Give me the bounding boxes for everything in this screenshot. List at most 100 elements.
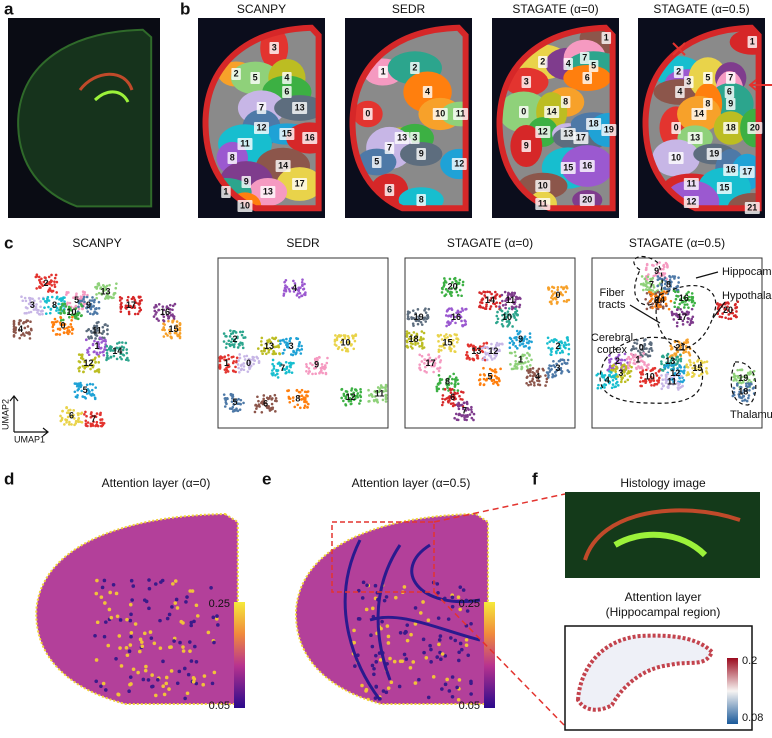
- attention-spot: [404, 630, 408, 634]
- umap-dot: [662, 307, 665, 310]
- attention-spot: [95, 658, 99, 662]
- umap-dot: [519, 304, 522, 307]
- umap-dot: [113, 292, 116, 295]
- umap-dot: [691, 292, 694, 295]
- umap-dot: [614, 374, 617, 377]
- umap-dot: [733, 387, 736, 390]
- umap-dot: [597, 387, 600, 390]
- umap-dot: [426, 317, 429, 320]
- umap-dot: [301, 284, 304, 287]
- umap-dot: [665, 303, 668, 306]
- umap-dot: [453, 350, 456, 353]
- attention-spot: [126, 653, 130, 657]
- attention-spot: [168, 613, 172, 617]
- umap-dot: [533, 381, 536, 384]
- umap-dot: [514, 351, 517, 354]
- umap-dot: [460, 294, 463, 297]
- umap-dot: [57, 328, 60, 331]
- umap-dot: [127, 296, 130, 299]
- umap-dot: [239, 331, 242, 334]
- umap-dot: [94, 396, 97, 399]
- umap-dot: [565, 343, 568, 346]
- umap-dot: [567, 359, 570, 362]
- umap-dot: [239, 341, 242, 344]
- umap-dot: [639, 380, 642, 383]
- umap-dot: [525, 382, 528, 385]
- umap-dot: [677, 276, 680, 279]
- cluster-label: 21: [747, 202, 757, 212]
- umap-dot: [271, 353, 274, 356]
- panel-letter: b: [180, 0, 190, 18]
- attention-spot: [145, 600, 149, 604]
- umap-dot: [640, 359, 643, 362]
- cluster-label: 0: [639, 342, 644, 352]
- umap-dot: [321, 363, 324, 366]
- umap-dot: [239, 403, 242, 406]
- umap-dot: [128, 313, 131, 316]
- umap-dot: [680, 360, 683, 363]
- umap-dot: [301, 394, 304, 397]
- umap-dot: [457, 383, 460, 386]
- umap-dot: [510, 352, 513, 355]
- cluster-label: 5: [74, 295, 79, 305]
- attention-spot: [212, 641, 216, 645]
- umap-dot: [691, 308, 694, 311]
- umap-dot: [529, 380, 532, 383]
- umap-dot: [483, 374, 486, 377]
- umap-dot: [305, 370, 308, 373]
- umap-dot: [653, 367, 656, 370]
- umap-dot: [627, 367, 630, 370]
- attention-spot: [201, 683, 205, 687]
- umap-dot: [94, 386, 97, 389]
- umap-dot: [645, 353, 648, 356]
- umap-dot: [276, 369, 279, 372]
- umap-dot: [285, 361, 288, 364]
- umap-dot: [490, 356, 493, 359]
- cluster-label: 8: [52, 300, 57, 310]
- umap-dot: [514, 345, 517, 348]
- umap-dot: [567, 339, 570, 342]
- umap-dot: [77, 367, 80, 370]
- umap-dot: [84, 411, 87, 414]
- umap-dot: [281, 352, 284, 355]
- cluster-label: 2: [234, 68, 239, 78]
- umap-dot: [88, 392, 91, 395]
- umap-dot: [511, 292, 514, 295]
- umap-dot: [29, 337, 32, 340]
- cluster-label: 5: [232, 397, 237, 407]
- umap-dot: [318, 372, 321, 375]
- attention-spot: [216, 623, 220, 627]
- cluster-label: 9: [419, 148, 424, 158]
- attention-spot: [457, 659, 461, 663]
- cluster-label: 4: [677, 86, 682, 96]
- umap-axes: [10, 396, 48, 436]
- umap-dot: [719, 303, 722, 306]
- attention-spot: [398, 685, 402, 689]
- umap-dot: [91, 389, 94, 392]
- annotation: cortex: [597, 344, 627, 356]
- umap-dot: [120, 305, 123, 308]
- umap-dot: [261, 337, 264, 340]
- cluster-label: 3: [555, 363, 560, 373]
- umap-dot: [153, 310, 156, 313]
- umap-dot: [497, 317, 500, 320]
- attention-spot: [372, 667, 376, 671]
- umap-dot: [93, 351, 96, 354]
- umap-dot: [95, 370, 98, 373]
- umap-dot: [237, 367, 240, 370]
- umap-dot: [89, 368, 92, 371]
- umap-dot: [462, 284, 465, 287]
- umap-dot: [30, 329, 33, 332]
- umap-dot: [458, 395, 461, 398]
- umap-dot: [467, 343, 470, 346]
- umap-dot: [119, 296, 122, 299]
- umap-dot: [436, 388, 439, 391]
- umap-dot: [68, 421, 71, 424]
- colorbar-tick: 0.25: [209, 598, 230, 610]
- umap-dot: [106, 324, 109, 327]
- cluster-label: 3: [618, 368, 623, 378]
- umap-dot: [300, 398, 303, 401]
- attention-spot: [132, 667, 136, 671]
- umap-dot: [325, 372, 328, 375]
- attention-spot: [385, 691, 389, 695]
